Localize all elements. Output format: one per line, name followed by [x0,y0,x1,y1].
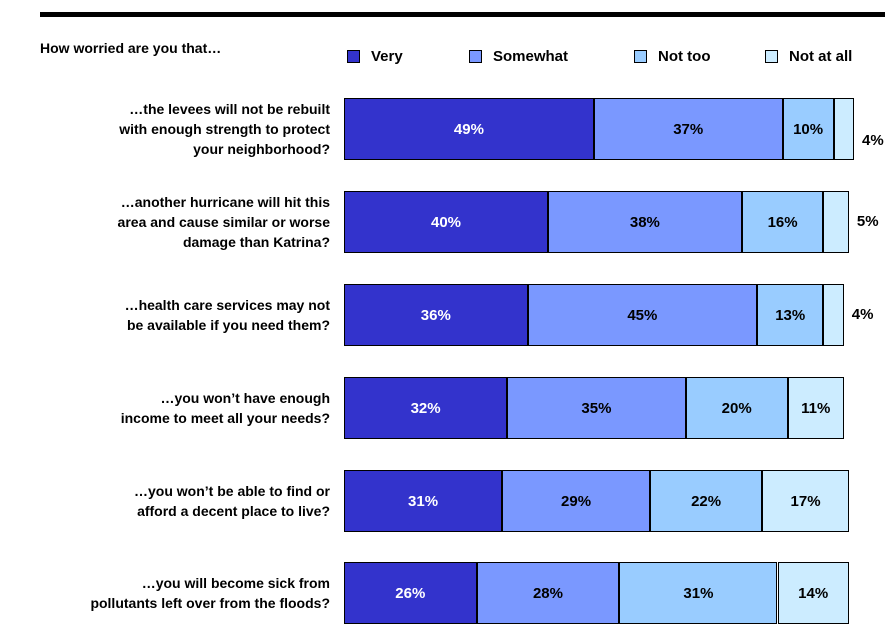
legend-item-somewhat: Somewhat [469,48,568,65]
data-label: 16% [767,213,798,231]
legend-item-very: Very [347,48,403,65]
question-label: …the levees will not be rebuilt with enou… [0,99,330,159]
bar-segment-somewhat: 29% [502,470,650,532]
data-label: 37% [673,120,704,138]
data-label: 31% [408,492,439,510]
legend-swatch [634,50,647,63]
data-label: 14% [798,584,829,602]
data-label: 22% [691,492,722,510]
question-label-line: …another hurricane will hit this [120,194,330,210]
data-label: 4% [851,306,874,323]
question-label-line: afford a decent place to live? [137,503,330,519]
question-label-line: damage than Katrina? [182,234,330,250]
legend-label: Not too [658,48,711,65]
legend-item-not-too: Not too [634,48,710,65]
bar-segment-not-at-all [823,191,849,253]
question-label-line: area and cause similar or worse [117,214,330,230]
bar-segment-not-too: 31% [619,562,778,624]
question-label-line: …health care services may not [124,297,330,313]
data-label: 35% [581,399,612,417]
data-label: 20% [721,399,752,417]
bar-segment-very: 36% [344,284,528,346]
data-label: 31% [683,584,714,602]
data-label: 28% [532,584,563,602]
data-label: 45% [627,306,658,324]
question-label-line: income to meet all your needs? [120,410,330,426]
bar-segment-not-too: 13% [757,284,824,346]
question-label-line: with enough strength to protect [119,121,330,137]
legend-swatch [765,50,778,63]
bar-segment-somewhat: 37% [593,98,783,160]
question-label: …another hurricane will hit this area and… [0,192,330,252]
data-label: 26% [395,584,426,602]
bar-segment-not-at-all: 17% [762,470,849,532]
legend-swatch [469,50,482,63]
data-label: 29% [561,492,592,510]
question-label-line: your neighborhood? [193,141,330,157]
bar-segment-not-too: 16% [741,191,824,253]
question-label-line: be available if you need them? [126,317,330,333]
data-label: 40% [430,213,462,231]
data-label: 17% [790,492,821,510]
question-label: …you won’t have enough income to meet all… [0,388,330,428]
data-label: 36% [420,306,451,324]
legend-label: Somewhat [493,48,569,65]
bar-segment-not-at-all: 14% [777,562,849,624]
question-label-line: …you will become sick from [141,575,330,591]
question-label-line: …the levees will not be rebuilt [129,101,330,117]
data-label: 32% [410,399,441,417]
bar-segment-very: 26% [344,562,477,624]
bar-segment-very: 40% [344,191,548,253]
data-label: 4% [862,132,884,149]
data-label: 13% [775,306,806,324]
bar-segment-not-too: 20% [685,377,788,439]
bar-segment-not-too: 22% [650,470,763,532]
legend-item-not-at-all: Not at all [765,48,852,65]
data-label: 10% [793,120,824,138]
question-label-line: pollutants left over from the floods? [90,595,330,611]
question-label: …you will become sick from pollutants lef… [0,573,330,613]
legend-label: Not at all [789,48,853,65]
question-label: …health care services may not be availabl… [0,295,330,335]
bar-segment-not-at-all: 11% [787,377,844,439]
chart-header: How worried are you that… [40,40,222,56]
legend-swatch [347,50,360,63]
bar-segment-somewhat: 38% [548,191,742,253]
bar-segment-not-at-all [823,284,844,346]
bar-segment-very: 31% [344,470,503,532]
bar-segment-not-too: 10% [782,98,834,160]
bar-segment-not-at-all [833,98,854,160]
data-label: 49% [453,120,484,138]
question-label-line: …you won’t be able to find or [134,483,330,499]
bar-segment-somewhat: 45% [527,284,758,346]
question-label: …you won’t be able to find or afford a de… [0,481,330,521]
bar-segment-somewhat: 35% [507,377,686,439]
data-label: 5% [856,213,879,230]
top-rule [40,12,885,17]
bar-segment-somewhat: 28% [476,562,620,624]
bar-segment-very: 32% [344,377,508,439]
data-label: 11% [801,399,831,417]
bar-segment-very: 49% [344,98,594,160]
legend-label: Very [371,48,403,65]
data-label: 38% [629,213,660,231]
question-label-line: …you won’t have enough [160,390,330,406]
